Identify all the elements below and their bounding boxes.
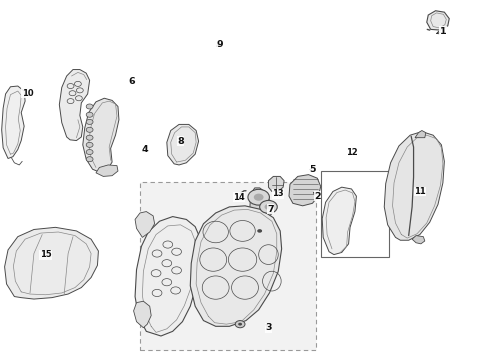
Circle shape bbox=[86, 104, 93, 109]
Circle shape bbox=[86, 142, 93, 147]
Polygon shape bbox=[412, 235, 425, 244]
Polygon shape bbox=[96, 165, 118, 176]
Polygon shape bbox=[83, 98, 119, 172]
Text: 15: 15 bbox=[40, 250, 51, 259]
Polygon shape bbox=[135, 217, 201, 336]
Text: 14: 14 bbox=[233, 193, 245, 202]
Text: 5: 5 bbox=[309, 165, 316, 174]
Text: 7: 7 bbox=[267, 205, 274, 214]
Circle shape bbox=[265, 204, 272, 210]
Circle shape bbox=[86, 120, 93, 125]
Polygon shape bbox=[250, 188, 274, 217]
Text: 8: 8 bbox=[177, 137, 184, 146]
Text: 12: 12 bbox=[345, 148, 357, 157]
Text: 13: 13 bbox=[272, 189, 284, 198]
Text: 6: 6 bbox=[128, 77, 135, 86]
Polygon shape bbox=[322, 187, 356, 255]
Polygon shape bbox=[218, 232, 251, 309]
Polygon shape bbox=[269, 176, 284, 192]
Circle shape bbox=[235, 320, 245, 328]
Circle shape bbox=[86, 135, 93, 140]
Circle shape bbox=[260, 201, 277, 213]
Polygon shape bbox=[134, 301, 151, 328]
Text: 9: 9 bbox=[216, 40, 223, 49]
Polygon shape bbox=[427, 11, 449, 30]
Circle shape bbox=[248, 189, 270, 205]
Text: 4: 4 bbox=[142, 145, 148, 154]
Text: 3: 3 bbox=[265, 323, 271, 332]
Circle shape bbox=[257, 229, 262, 233]
Polygon shape bbox=[59, 69, 90, 140]
Polygon shape bbox=[415, 131, 426, 138]
Text: 11: 11 bbox=[414, 187, 426, 196]
Polygon shape bbox=[190, 206, 282, 326]
Circle shape bbox=[86, 157, 93, 162]
Text: 10: 10 bbox=[22, 89, 33, 98]
Polygon shape bbox=[289, 175, 321, 206]
Text: 2: 2 bbox=[314, 192, 320, 201]
Polygon shape bbox=[167, 125, 198, 165]
Circle shape bbox=[86, 112, 93, 117]
FancyBboxPatch shape bbox=[140, 182, 316, 350]
Polygon shape bbox=[384, 132, 444, 240]
Polygon shape bbox=[1, 86, 25, 158]
FancyBboxPatch shape bbox=[321, 171, 389, 257]
Polygon shape bbox=[135, 212, 155, 237]
Circle shape bbox=[238, 323, 242, 325]
Circle shape bbox=[86, 127, 93, 132]
Polygon shape bbox=[4, 227, 98, 299]
Text: 1: 1 bbox=[440, 27, 446, 36]
Circle shape bbox=[254, 194, 264, 201]
Circle shape bbox=[86, 149, 93, 154]
